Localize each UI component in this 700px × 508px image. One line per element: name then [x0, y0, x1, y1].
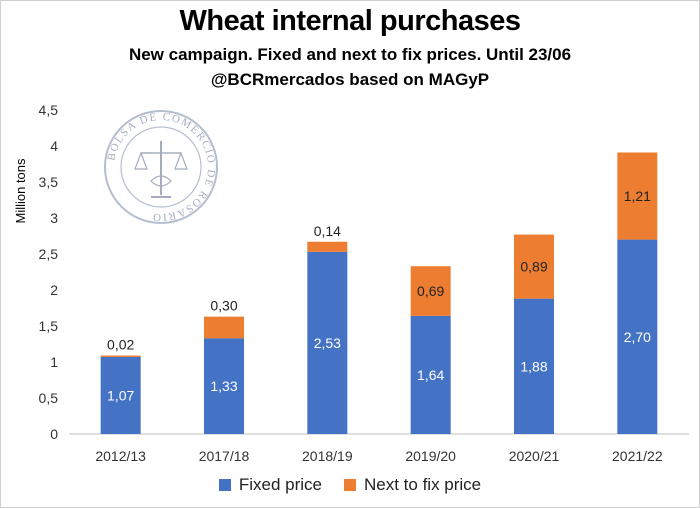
data-label: 1,88 — [520, 358, 547, 374]
x-tick-label: 2021/22 — [612, 448, 663, 464]
x-tick-label: 2018/19 — [302, 448, 353, 464]
bar-fixed-price — [204, 338, 244, 434]
legend-label-fixed-price: Fixed price — [238, 475, 322, 494]
chart-subtitle: New campaign. Fixed and next to fix pric… — [128, 45, 572, 64]
y-tick-label: 1,5 — [39, 318, 59, 334]
x-tick-label: 2020/21 — [509, 448, 560, 464]
bar-next-to-fix-price — [307, 241, 348, 252]
y-tick-label: 1 — [50, 354, 58, 370]
x-tick-label: 2017/18 — [199, 448, 250, 464]
bar-chart: BOLSA DE COMERCIO DE ROSARIO 0 0,5 1 1,5 2 2,… — [39, 102, 689, 464]
x-tick-label: 2012/13 — [95, 448, 146, 464]
bar-fixed-price — [307, 251, 348, 434]
legend-item-fixed-price: Fixed price — [218, 475, 322, 495]
legend-swatch-next-to-fix-price — [343, 479, 356, 491]
data-label: 2,53 — [314, 335, 341, 351]
y-tick-label: 3,5 — [39, 174, 59, 190]
bar-next-to-fix-price — [617, 152, 658, 240]
x-tick-label: 2019/20 — [405, 448, 456, 464]
legend-swatch-fixed-price — [218, 479, 231, 491]
data-label: 1,21 — [624, 188, 651, 204]
chart-legend: Fixed price Next to fix price — [1, 475, 699, 495]
bar-fixed-price — [100, 356, 141, 434]
data-label: 1,33 — [210, 378, 237, 394]
data-label: 0,30 — [210, 298, 237, 314]
data-label: 0,02 — [107, 337, 134, 353]
data-label: 0,14 — [314, 223, 341, 239]
chart-title: Wheat internal purchases — [179, 5, 521, 37]
chart-source: @BCRmercados based on MAGyP — [210, 70, 490, 89]
y-tick-label: 0 — [50, 426, 58, 442]
y-tick-label: 3 — [50, 210, 58, 226]
bar-next-to-fix-price — [514, 234, 554, 299]
bar-fixed-price — [514, 298, 554, 434]
y-tick-label: 2,5 — [39, 246, 59, 262]
data-label: 2,70 — [624, 329, 651, 345]
y-tick-label: 4,5 — [39, 102, 59, 118]
bcr-seal-watermark: BOLSA DE COMERCIO DE ROSARIO — [104, 110, 218, 224]
y-tick-label: 0,5 — [39, 390, 59, 406]
bar-next-to-fix-price — [410, 266, 451, 316]
y-tick-label: 2 — [50, 282, 58, 298]
data-label: 0,89 — [520, 259, 547, 275]
bar-next-to-fix-price — [100, 355, 141, 357]
data-label: 1,64 — [417, 367, 444, 383]
y-tick-label: 4 — [50, 138, 58, 154]
bar-fixed-price — [617, 239, 658, 434]
bar-next-to-fix-price — [204, 316, 244, 339]
legend-item-next-to-fix-price: Next to fix price — [343, 475, 482, 495]
data-label: 1,07 — [107, 387, 134, 403]
bar-fixed-price — [410, 315, 451, 434]
legend-label-next-to-fix-price: Next to fix price — [363, 475, 482, 494]
data-label: 0,69 — [417, 283, 444, 299]
